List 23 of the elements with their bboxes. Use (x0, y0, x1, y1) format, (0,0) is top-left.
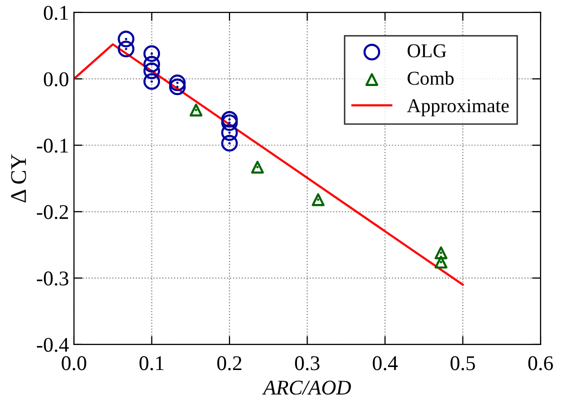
x-tick-label: 0.4 (372, 356, 398, 370)
legend-label: Approximate (407, 99, 509, 116)
y-tick-label: -0.1 (36, 138, 68, 153)
x-tick-label: 0.3 (295, 356, 320, 370)
x-tick-label: 0.6 (528, 356, 553, 370)
y-tick-label: 0.0 (44, 72, 68, 86)
y-axis-title: Δ CY (11, 154, 26, 202)
x-tick-label: 0.2 (217, 356, 242, 370)
y-tick-label: -0.4 (36, 338, 69, 352)
point (312, 193, 325, 206)
legend-label: Comb (408, 71, 454, 85)
point (434, 246, 448, 260)
y-tick-label: -0.2 (36, 205, 68, 220)
y-tick-label: -0.3 (36, 271, 68, 286)
legend-label: OLG (408, 44, 446, 58)
x-axis-title: ARC/AOD (262, 380, 351, 395)
y-tick-label: 0.1 (44, 6, 68, 20)
x-tick-label: 0.0 (62, 356, 86, 370)
x-tick-label: 0.5 (450, 356, 475, 370)
x-tick-label: 0.1 (140, 356, 164, 370)
point (251, 160, 264, 174)
point (190, 104, 202, 116)
point (434, 256, 448, 269)
